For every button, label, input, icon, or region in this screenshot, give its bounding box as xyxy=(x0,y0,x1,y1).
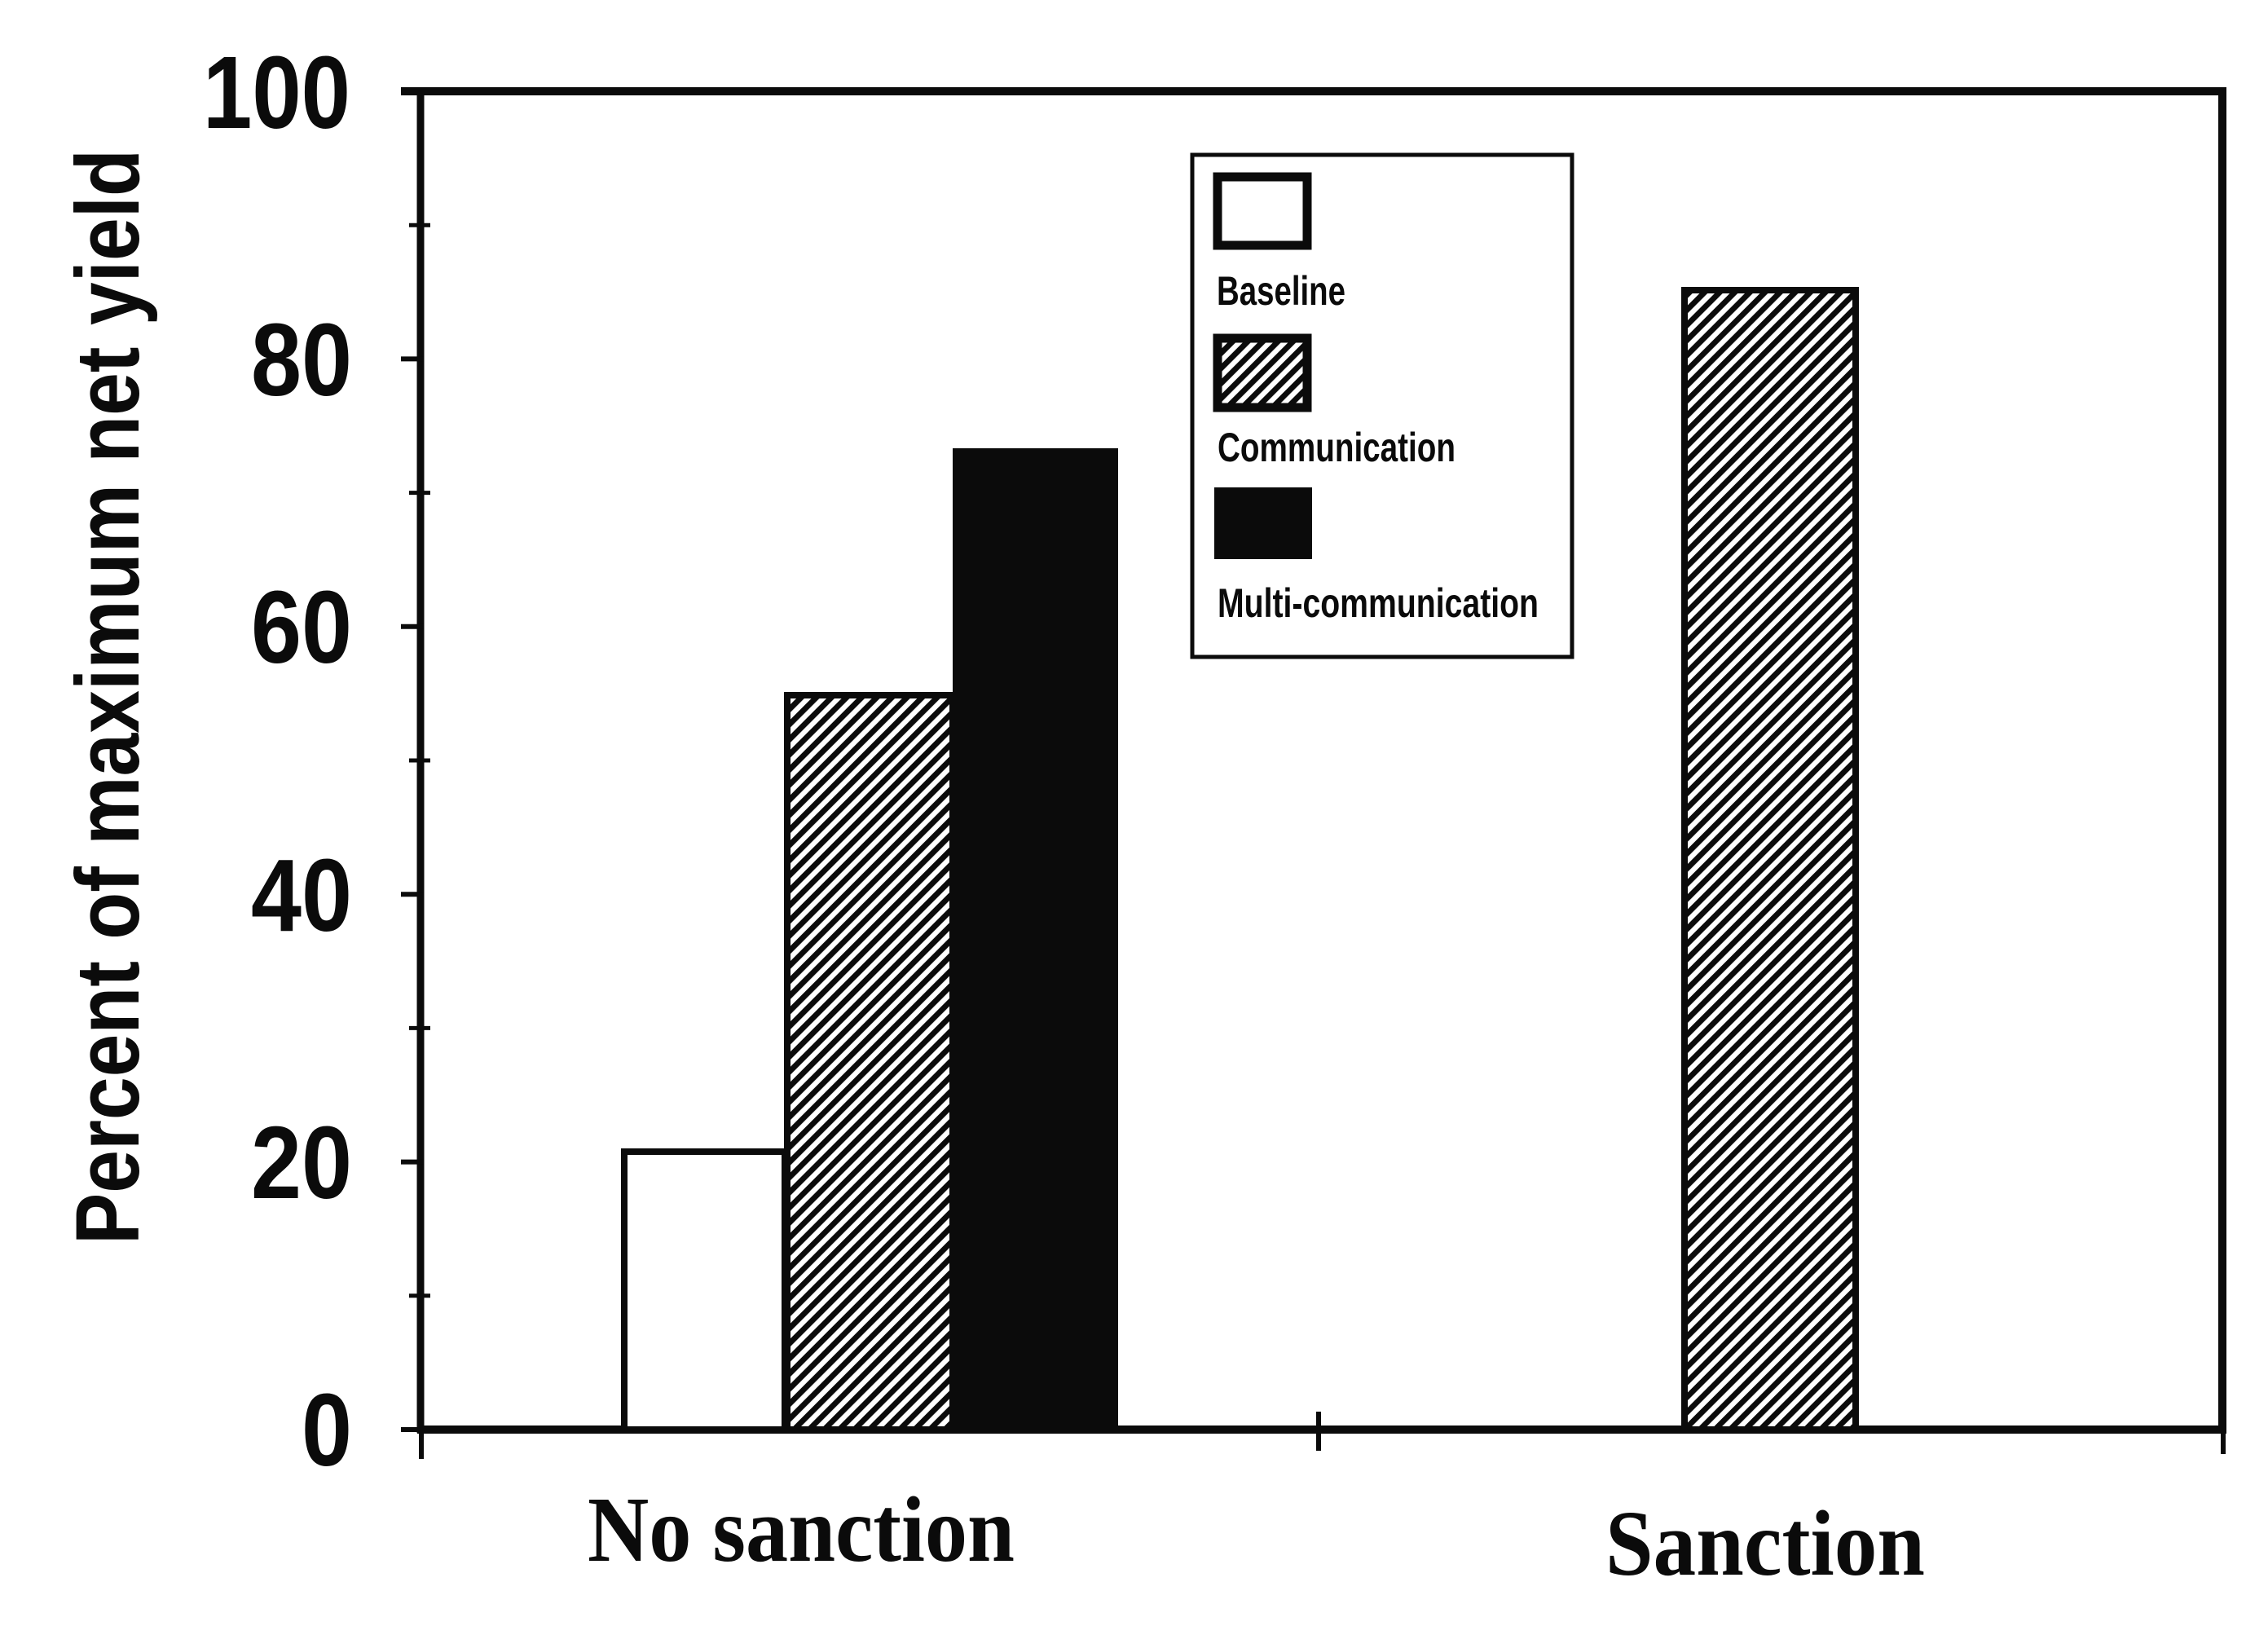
svg-text:100: 100 xyxy=(203,35,350,150)
svg-text:60: 60 xyxy=(251,570,352,685)
svg-text:20: 20 xyxy=(251,1105,352,1220)
svg-text:No sanction: No sanction xyxy=(588,1478,1015,1581)
svg-text:Baseline: Baseline xyxy=(1217,268,1345,314)
svg-text:Sanction: Sanction xyxy=(1605,1492,1925,1595)
svg-text:40: 40 xyxy=(251,838,352,953)
svg-text:0: 0 xyxy=(302,1373,352,1487)
svg-text:Percent of maximum net yield: Percent of maximum net yield xyxy=(58,149,158,1245)
svg-text:Multi-communication: Multi-communication xyxy=(1218,580,1539,626)
svg-text:80: 80 xyxy=(251,302,352,417)
svg-text:Communication: Communication xyxy=(1218,425,1455,470)
